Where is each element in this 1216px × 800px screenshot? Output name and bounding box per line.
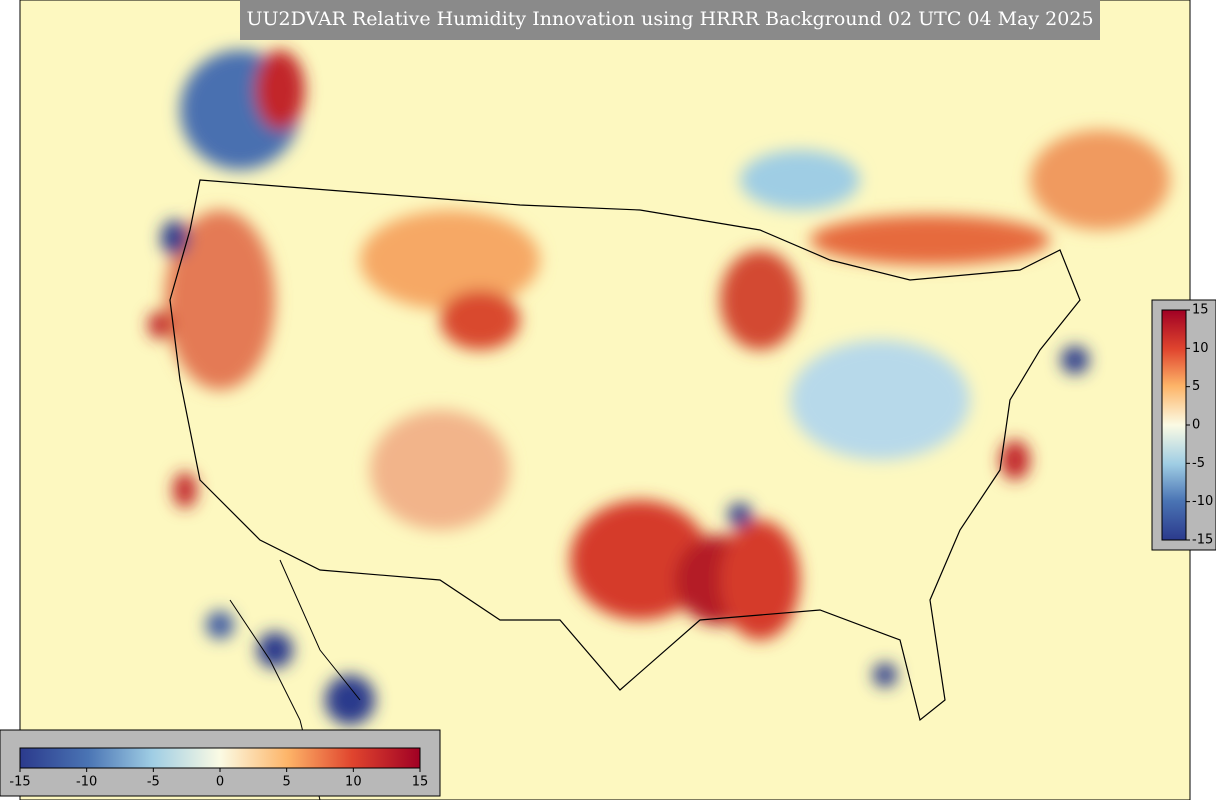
colorbar-tick-label: 15 xyxy=(1192,303,1209,318)
colorbar-tick-label: 5 xyxy=(283,775,291,790)
colorbar-tick-label: -10 xyxy=(76,775,97,790)
map xyxy=(19,0,1191,800)
coastline xyxy=(169,179,1081,722)
colorbar-tick-label: -10 xyxy=(1192,494,1213,509)
colorbar-tick-label: 10 xyxy=(1192,341,1209,356)
colorbar-tick-label: -15 xyxy=(1192,533,1213,548)
colorbar-tick-label: -5 xyxy=(1192,456,1205,471)
colorbar xyxy=(19,747,421,769)
title-box xyxy=(240,0,1100,40)
field xyxy=(148,50,1170,725)
colorbar-tick-label: 5 xyxy=(1192,379,1200,394)
colorbar-tick-label: -15 xyxy=(9,775,30,790)
colorbar-tick-label: -5 xyxy=(147,775,160,790)
colorbar xyxy=(1161,309,1187,541)
colorbar-tick-label: 0 xyxy=(1192,418,1200,433)
colorbar-tick-label: 15 xyxy=(412,775,429,790)
colorbar-tick-label: 10 xyxy=(345,775,362,790)
title: UU2DVAR Relative Humidity Innovation usi… xyxy=(246,8,1093,30)
colorbar-tick-label: 0 xyxy=(216,775,224,790)
